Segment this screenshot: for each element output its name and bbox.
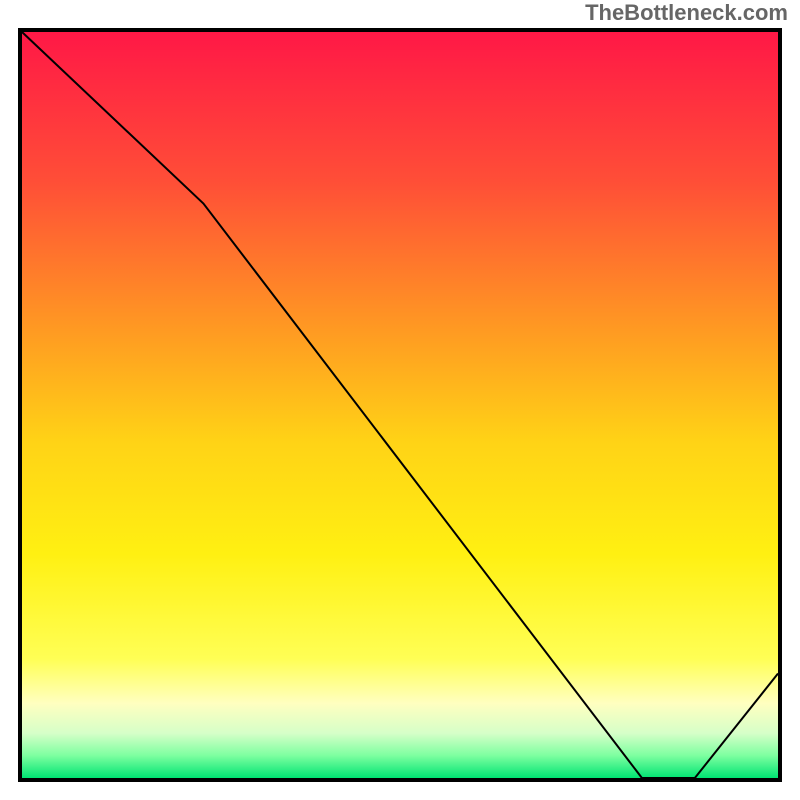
watermark-text: TheBottleneck.com	[585, 0, 788, 26]
bottleneck-chart	[0, 0, 800, 800]
chart-background	[22, 32, 778, 778]
